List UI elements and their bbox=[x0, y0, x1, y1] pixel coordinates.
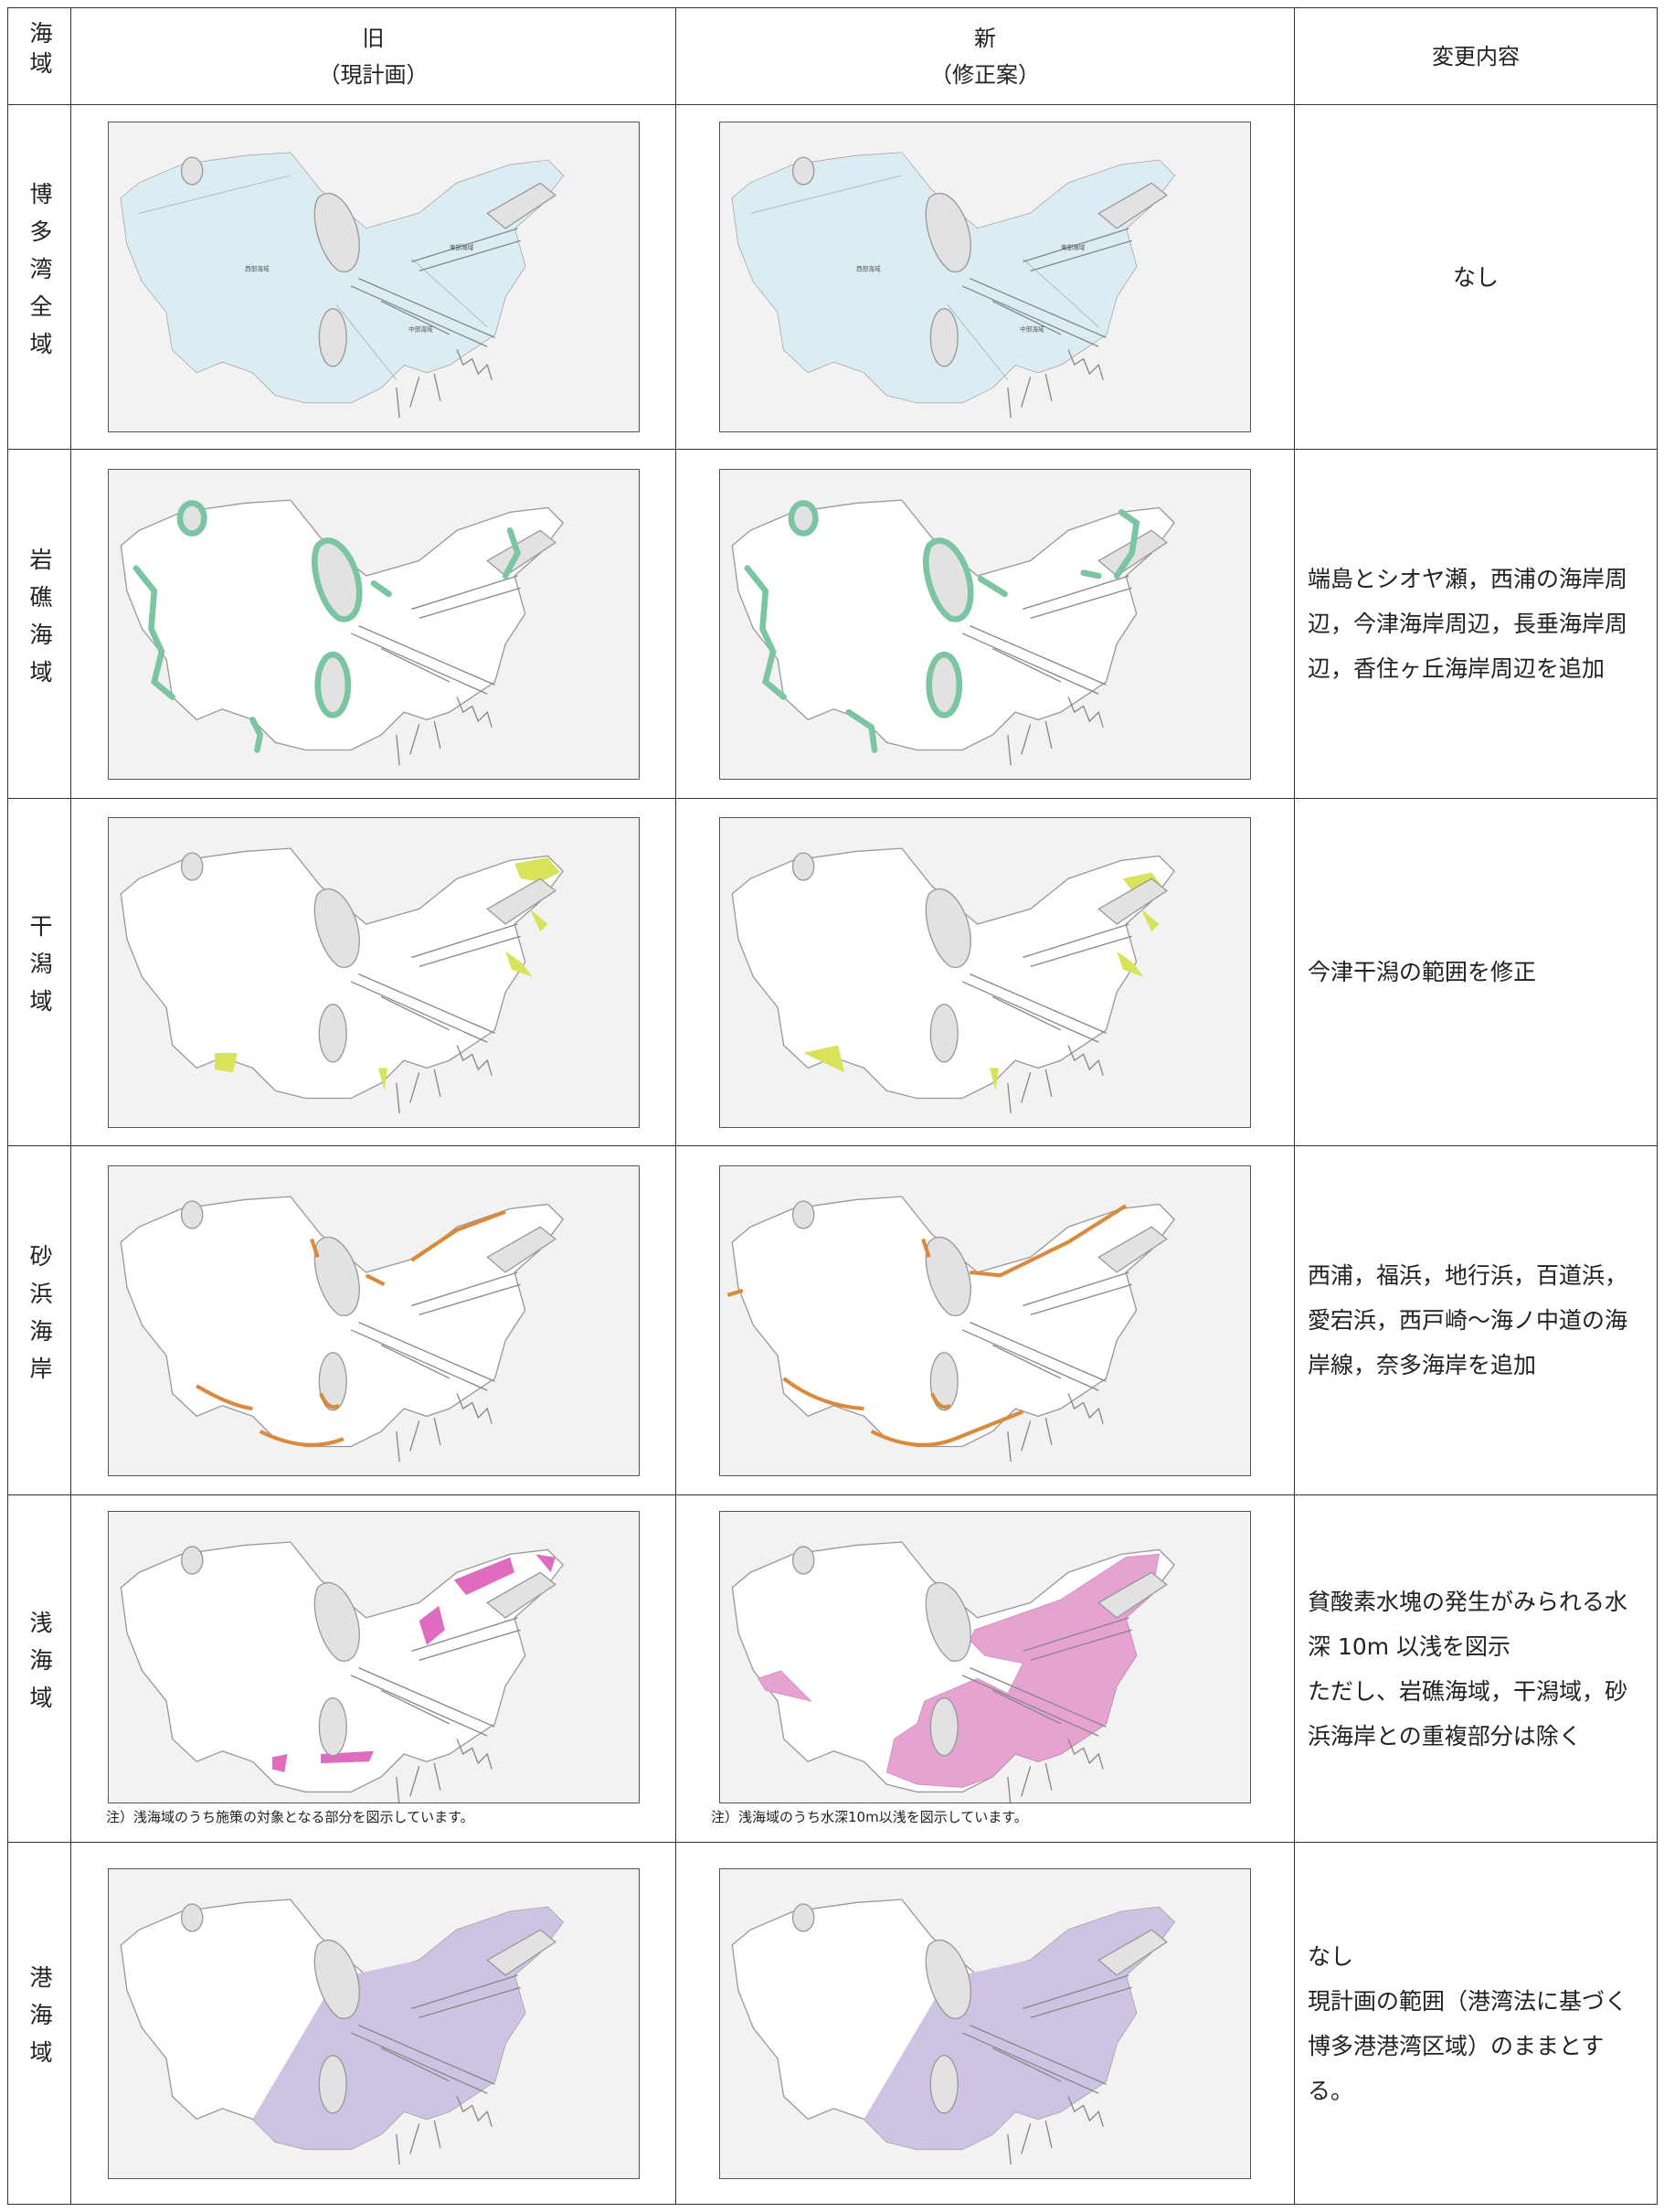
map bbox=[719, 816, 1251, 1128]
area-name: 港海域 bbox=[26, 1965, 53, 2078]
map bbox=[719, 1867, 1251, 2179]
header-cell: 海域 bbox=[7, 7, 71, 105]
area-name: 砂浜海岸 bbox=[26, 1243, 53, 1394]
area-cell: 浅海域 bbox=[7, 1494, 71, 1843]
changes-cell: なし現計画の範囲（港湾法に基づく博多港港湾区域）のままとする。 bbox=[1294, 1842, 1658, 2205]
map bbox=[107, 468, 640, 780]
changes-text: ただし、岩礁海域，干潟域，砂浜海岸との重複部分は除く bbox=[1308, 1677, 1628, 1749]
map-label: 西部海域 bbox=[245, 264, 270, 272]
header-old-sub: （現計画） bbox=[318, 61, 429, 88]
area-cell: 砂浜海岸 bbox=[7, 1145, 71, 1495]
changes-cell: 貧酸素水塊の発生がみられる水深 10m 以浅を図示 ただし、岩礁海域，干潟域，砂浜… bbox=[1294, 1494, 1658, 1843]
area-cell: 博多湾全域 bbox=[7, 104, 71, 450]
map-note: 注）浅海域のうち水深10m以浅を図示しています。 bbox=[711, 1809, 1028, 1825]
map-label: 西部海域 bbox=[856, 264, 881, 272]
map-cell bbox=[675, 798, 1295, 1146]
header-cell: 旧 （現計画） bbox=[70, 7, 676, 105]
header-area: 海域 bbox=[26, 20, 53, 81]
header-row: 海域 旧 （現計画） 新 （修正案） 変更内容 bbox=[7, 7, 1658, 105]
comparison-table: 海域 旧 （現計画） 新 （修正案） 変更内容 博多湾全域 西部海域 東部海域 中部… bbox=[7, 7, 1658, 2205]
changes-text: なし bbox=[1308, 1942, 1354, 1970]
map-label: 中部海域 bbox=[1020, 325, 1044, 334]
row: 砂浜海岸 西浦，福浜，地行浜，百道浜，愛宕浜，西戸崎～海ノ中道の海岸線，奈多海岸… bbox=[7, 1145, 1658, 1495]
map-cell bbox=[675, 1842, 1295, 2205]
changes-text: 端島とシオヤ瀬，西浦の海岸周辺，今津海岸周辺，長垂海岸周辺，香住ヶ丘海岸周辺を追… bbox=[1308, 566, 1628, 682]
changes-text: 現計画の範囲（港湾法に基づく博多港港湾区域）のままとする。 bbox=[1308, 1987, 1628, 2104]
row: 港海域 なし現計画の範囲（港湾法に基づく博多港港湾区域）のままとする。 bbox=[7, 1842, 1658, 2205]
changes-cell: 今津干潟の範囲を修正 bbox=[1294, 798, 1658, 1146]
changes-cell: 西浦，福浜，地行浜，百道浜，愛宕浜，西戸崎～海ノ中道の海岸線，奈多海岸を追加 bbox=[1294, 1145, 1658, 1495]
row: 博多湾全域 西部海域 東部海域 中部海域 西部海域 東部海域 中部海域 なし bbox=[7, 104, 1658, 450]
map-cell: 注）浅海域のうち水深10m以浅を図示しています。 bbox=[675, 1494, 1295, 1843]
map: 西部海域 東部海域 中部海域 bbox=[719, 122, 1251, 432]
map-cell bbox=[675, 1145, 1295, 1495]
row: 干潟域 今津干潟の範囲を修正 bbox=[7, 798, 1658, 1146]
changes-text: 貧酸素水塊の発生がみられる水深 10m 以浅を図示 bbox=[1308, 1588, 1628, 1660]
map bbox=[719, 1511, 1251, 1803]
map-cell bbox=[70, 449, 676, 799]
map-label: 東部海域 bbox=[449, 243, 473, 251]
map bbox=[107, 1867, 640, 2179]
header-cell: 変更内容 bbox=[1294, 7, 1658, 105]
map-cell: 西部海域 東部海域 中部海域 bbox=[675, 104, 1295, 450]
header-changes: 変更内容 bbox=[1432, 43, 1520, 69]
header-old: 旧 bbox=[362, 25, 385, 51]
changes-cell: なし bbox=[1294, 104, 1658, 450]
area-name: 岩礁海域 bbox=[26, 547, 53, 697]
changes-text: 今津干潟の範囲を修正 bbox=[1308, 959, 1537, 985]
row: 浅海域 注）浅海域のうち施策の対象となる部分を図示しています。 注）浅海域のうち… bbox=[7, 1494, 1658, 1843]
changes-cell: 端島とシオヤ瀬，西浦の海岸周辺，今津海岸周辺，長垂海岸周辺，香住ヶ丘海岸周辺を追… bbox=[1294, 449, 1658, 799]
map: 西部海域 東部海域 中部海域 bbox=[107, 122, 640, 432]
map-cell bbox=[70, 798, 676, 1146]
map bbox=[107, 816, 640, 1128]
header-cell: 新 （修正案） bbox=[675, 7, 1295, 105]
area-name: 干潟域 bbox=[26, 914, 53, 1026]
map-cell: 注）浅海域のうち施策の対象となる部分を図示しています。 bbox=[70, 1494, 676, 1843]
changes-text: 西浦，福浜，地行浜，百道浜，愛宕浜，西戸崎～海ノ中道の海岸線，奈多海岸を追加 bbox=[1308, 1262, 1628, 1378]
map bbox=[107, 1164, 640, 1476]
header-new: 新 bbox=[974, 25, 996, 51]
map-cell bbox=[70, 1145, 676, 1495]
changes-text: なし bbox=[1452, 263, 1499, 291]
row: 岩礁海域 端島とシオヤ瀬，西浦の海岸周辺，今津海岸周辺，長垂海岸周辺，香住ヶ丘海… bbox=[7, 449, 1658, 799]
map bbox=[107, 1511, 640, 1803]
area-cell: 岩礁海域 bbox=[7, 449, 71, 799]
area-name: 浅海域 bbox=[26, 1611, 53, 1723]
map-cell bbox=[70, 1842, 676, 2205]
map bbox=[719, 1164, 1251, 1476]
map-note: 注）浅海域のうち施策の対象となる部分を図示しています。 bbox=[106, 1809, 474, 1825]
area-name: 博多湾全域 bbox=[26, 181, 53, 369]
area-cell: 港海域 bbox=[7, 1842, 71, 2205]
header-new-sub: （修正案） bbox=[930, 61, 1040, 88]
map-cell bbox=[675, 449, 1295, 799]
map bbox=[719, 468, 1251, 780]
map-cell: 西部海域 東部海域 中部海域 bbox=[70, 104, 676, 450]
area-cell: 干潟域 bbox=[7, 798, 71, 1146]
map-label: 東部海域 bbox=[1061, 243, 1086, 251]
map-label: 中部海域 bbox=[408, 325, 433, 334]
